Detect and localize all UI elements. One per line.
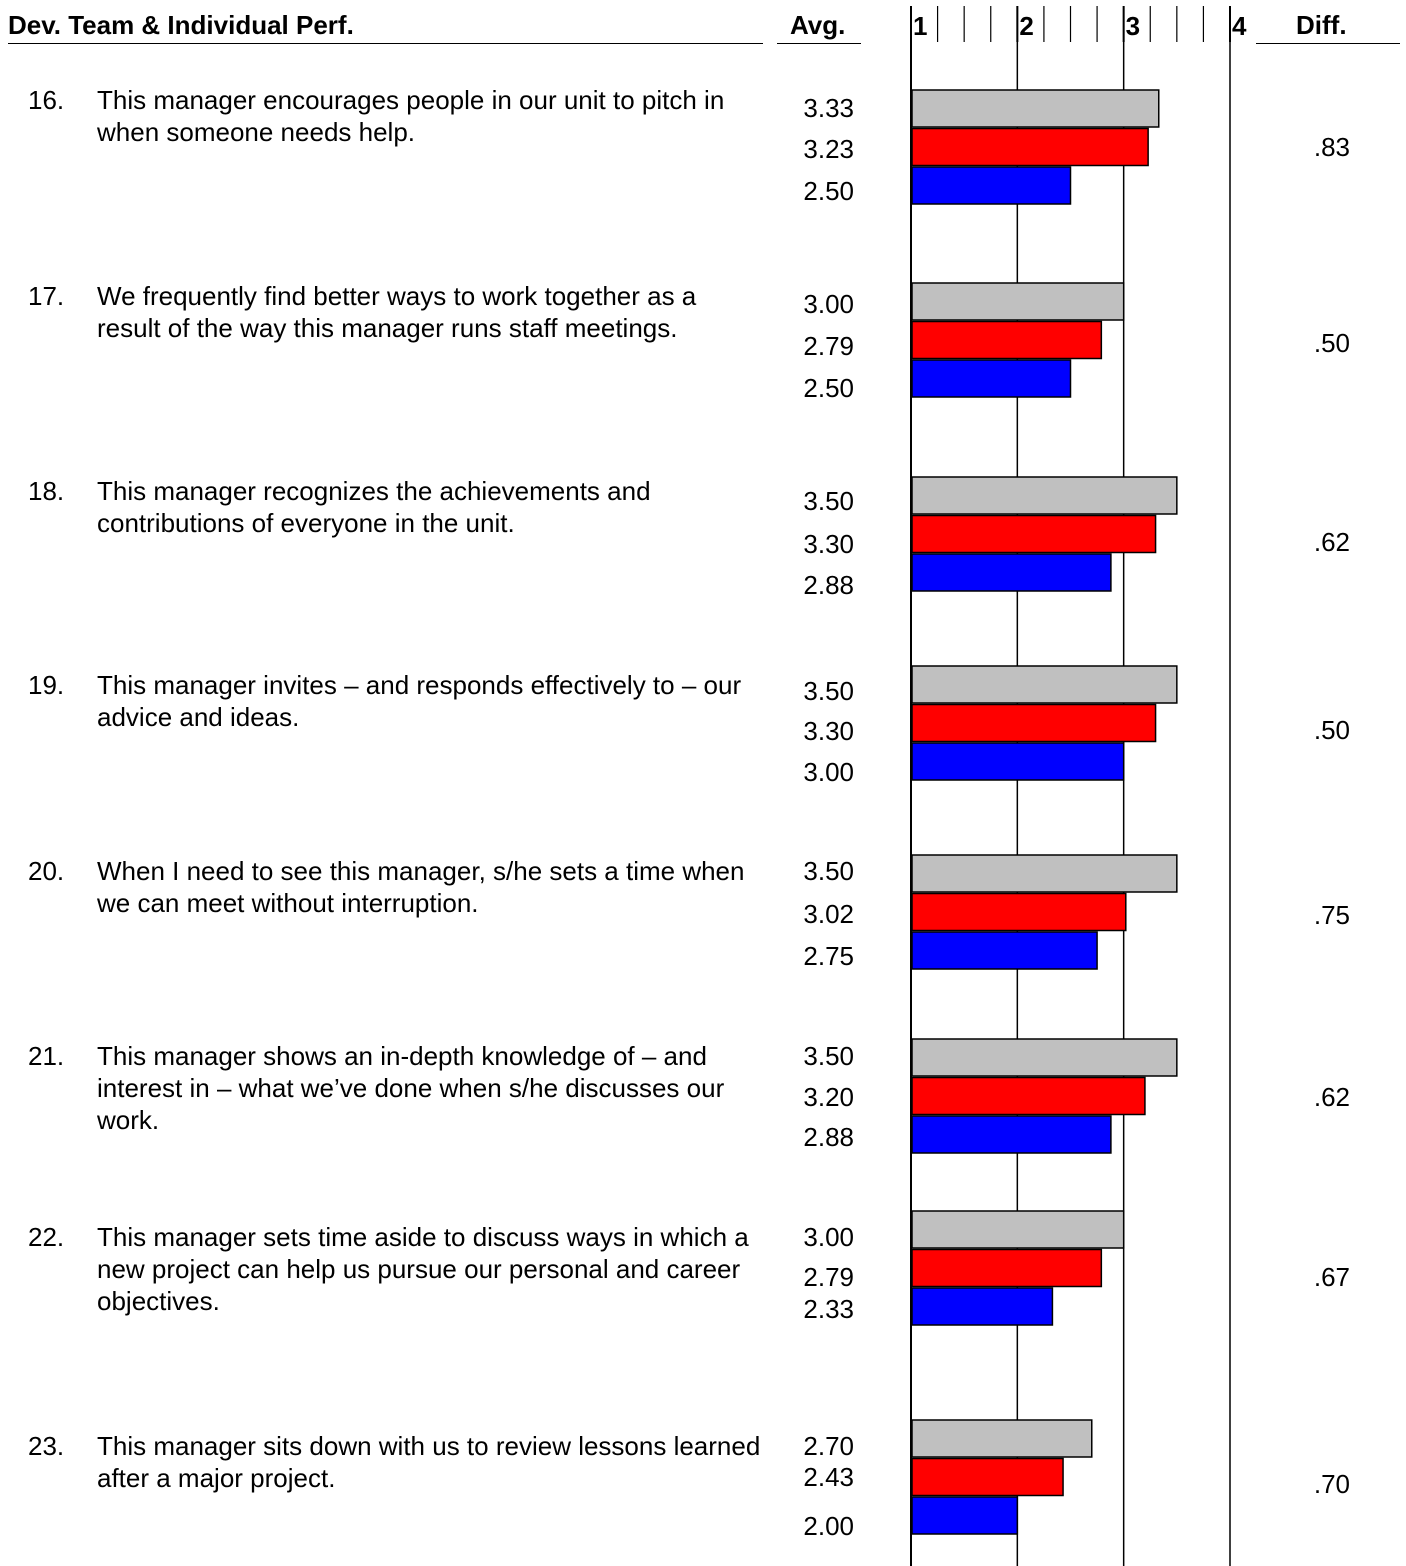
item-number: 23. (28, 1430, 92, 1462)
item-avg-1: 3.50 (770, 855, 854, 887)
bar (912, 705, 1156, 742)
bar (912, 666, 1177, 703)
item-avg-1: 3.33 (770, 92, 854, 124)
item-avg-3: 2.88 (770, 569, 854, 601)
item-avg-3: 3.00 (770, 756, 854, 788)
item-avg-1: 3.50 (770, 675, 854, 707)
scale-tick-label: 2 (1019, 11, 1033, 41)
item-avg-1: 3.50 (770, 1040, 854, 1072)
item-avg-2: 3.30 (770, 528, 854, 560)
item-number: 20. (28, 855, 92, 887)
item-avg-1: 3.50 (770, 485, 854, 517)
bar (912, 283, 1124, 320)
scale-tick-label: 4 (1232, 11, 1247, 41)
item-text: This manager sets time aside to discuss … (97, 1221, 767, 1317)
item-diff: .67 (1270, 1261, 1350, 1293)
item-diff: .70 (1270, 1468, 1350, 1500)
item-text: We frequently find better ways to work t… (97, 280, 767, 344)
item-avg-3: 2.75 (770, 940, 854, 972)
bar (912, 90, 1159, 127)
item-avg-3: 2.00 (770, 1510, 854, 1542)
bar (912, 129, 1148, 166)
item-avg-3: 2.33 (770, 1293, 854, 1325)
item-avg-2: 3.23 (770, 133, 854, 165)
item-text: When I need to see this manager, s/he se… (97, 855, 767, 919)
item-number: 22. (28, 1221, 92, 1253)
item-number: 19. (28, 669, 92, 701)
item-avg-2: 3.02 (770, 898, 854, 930)
item-avg-2: 3.30 (770, 715, 854, 747)
bar (912, 167, 1071, 204)
item-diff: .50 (1270, 327, 1350, 359)
bar (912, 1420, 1092, 1457)
bar (912, 1039, 1177, 1076)
item-avg-2: 2.79 (770, 1261, 854, 1293)
bar (912, 554, 1111, 591)
bar (912, 477, 1177, 514)
bar (912, 516, 1156, 553)
item-text: This manager sits down with us to review… (97, 1430, 767, 1494)
item-text: This manager encourages people in our un… (97, 84, 767, 148)
bar (912, 1078, 1145, 1115)
item-avg-1: 3.00 (770, 288, 854, 320)
bar (912, 360, 1071, 397)
item-diff: .62 (1270, 1081, 1350, 1113)
item-number: 17. (28, 280, 92, 312)
bar (912, 1250, 1101, 1287)
scale-tick-label: 1 (913, 11, 927, 41)
item-avg-3: 2.88 (770, 1121, 854, 1153)
bar (912, 743, 1124, 780)
item-avg-2: 2.79 (770, 330, 854, 362)
bar (912, 1497, 1017, 1534)
item-avg-3: 2.50 (770, 372, 854, 404)
item-diff: .75 (1270, 899, 1350, 931)
item-text: This manager recognizes the achievements… (97, 475, 767, 539)
item-avg-2: 2.43 (770, 1461, 854, 1493)
item-number: 21. (28, 1040, 92, 1072)
item-text: This manager invites – and responds effe… (97, 669, 767, 733)
bar (912, 855, 1177, 892)
item-number: 18. (28, 475, 92, 507)
bar (912, 322, 1101, 359)
item-diff: .62 (1270, 526, 1350, 558)
bar (912, 1211, 1124, 1248)
bar (912, 1459, 1063, 1496)
item-diff: .83 (1270, 131, 1350, 163)
item-text: This manager shows an in-depth knowledge… (97, 1040, 767, 1136)
item-avg-2: 3.20 (770, 1081, 854, 1113)
item-avg-1: 2.70 (770, 1430, 854, 1462)
bar (912, 1116, 1111, 1153)
item-avg-1: 3.00 (770, 1221, 854, 1253)
item-number: 16. (28, 84, 92, 116)
item-diff: .50 (1270, 714, 1350, 746)
bar (912, 932, 1097, 969)
bar (912, 1288, 1052, 1325)
scale-tick-label: 3 (1126, 11, 1140, 41)
item-avg-3: 2.50 (770, 175, 854, 207)
bar (912, 894, 1126, 931)
